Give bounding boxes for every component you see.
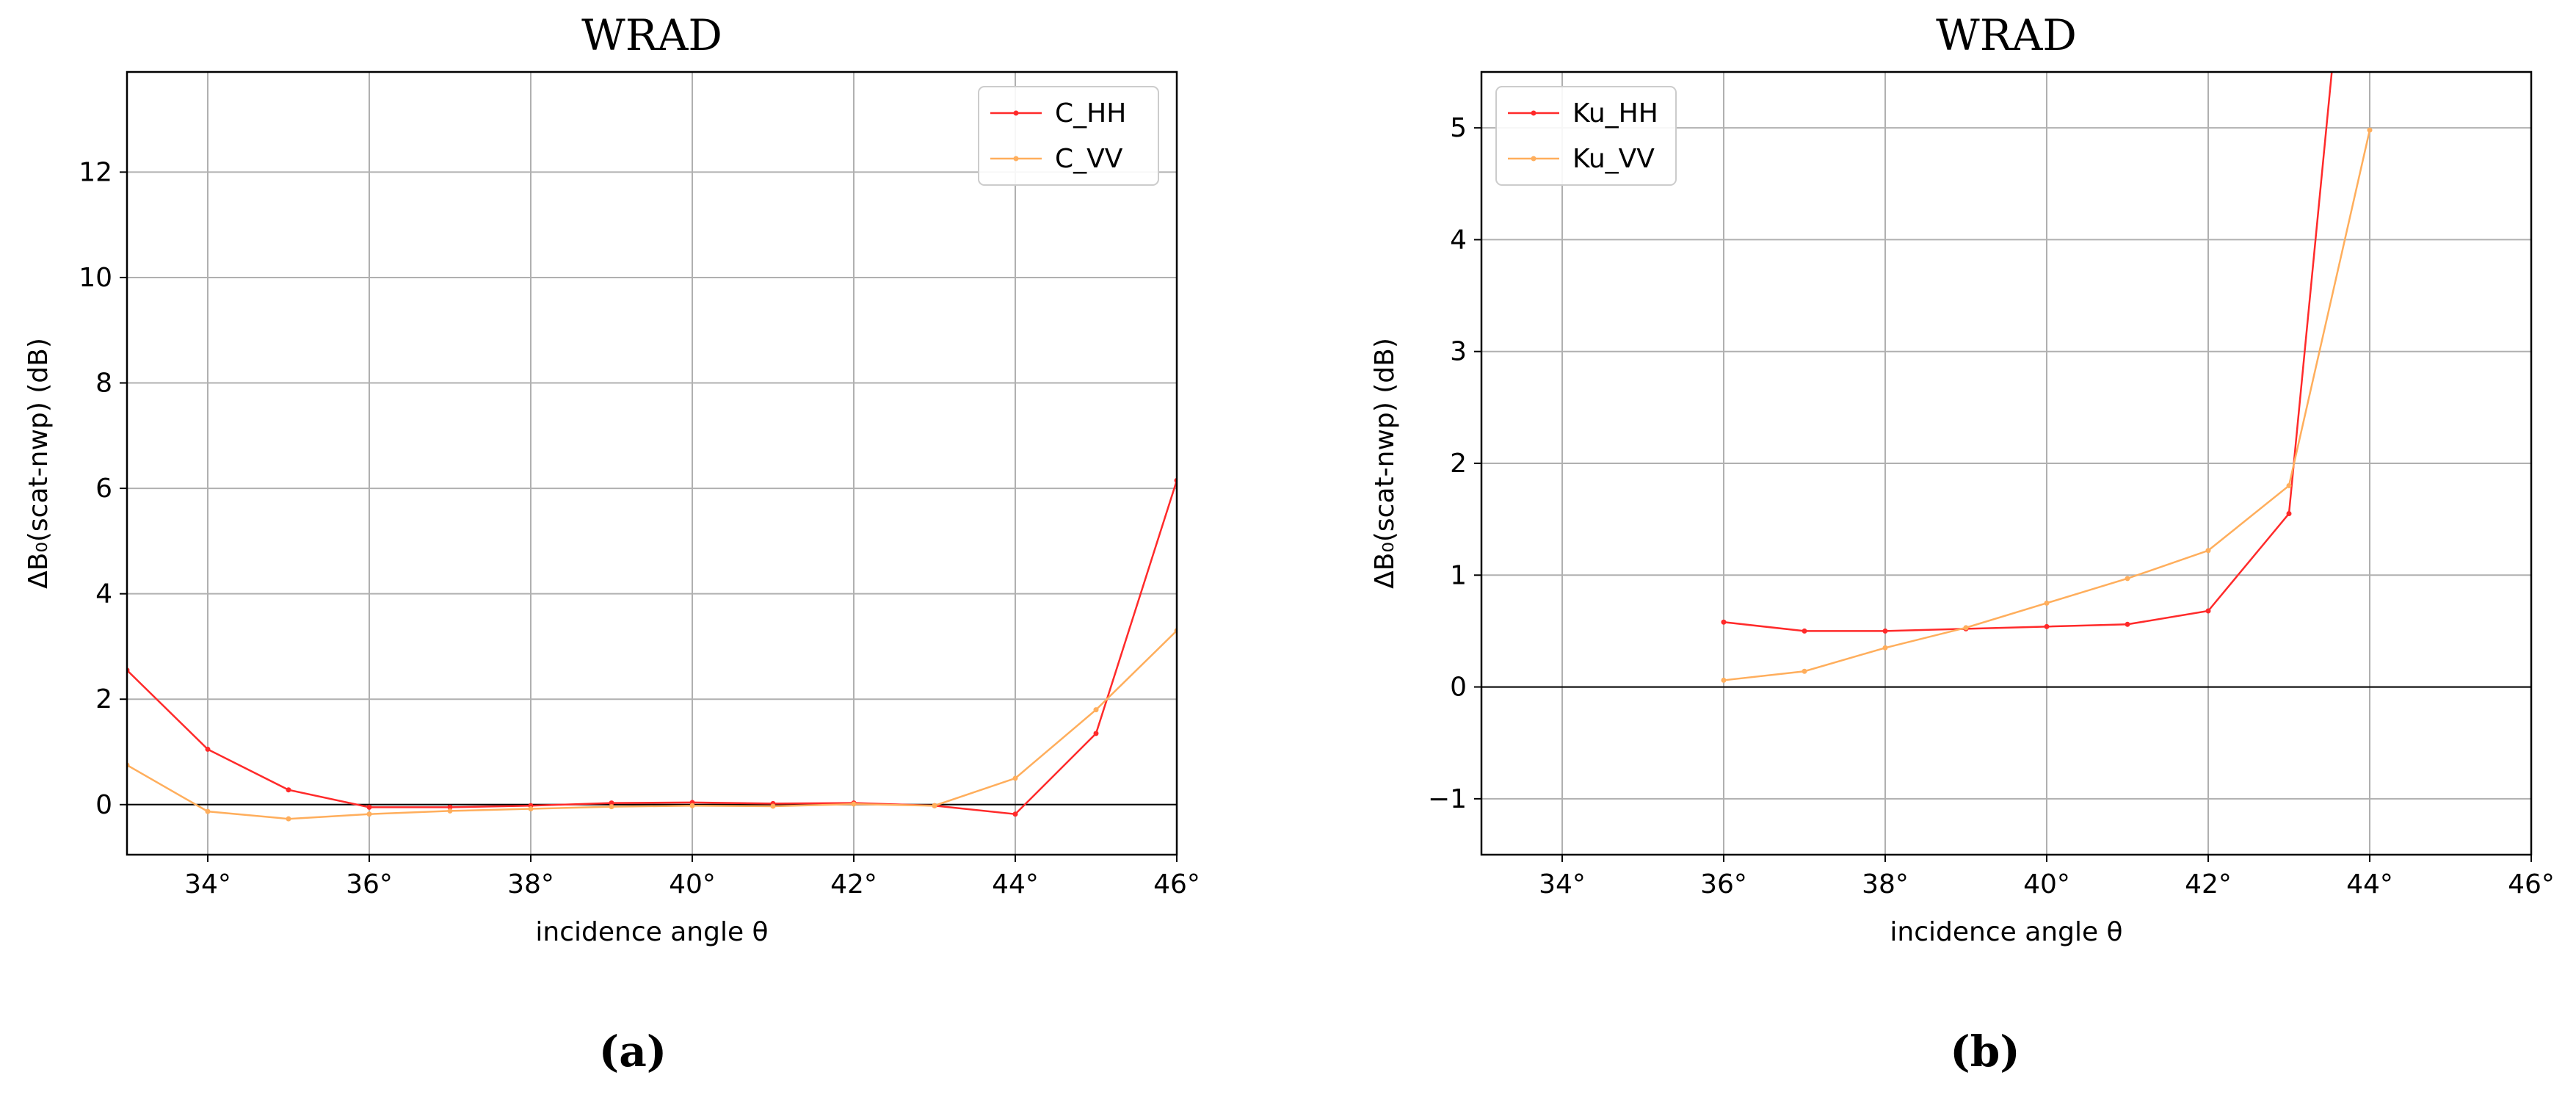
x-tick-label: 40° <box>669 869 716 899</box>
legend-b: Ku_HH Ku_VV <box>1495 86 1677 186</box>
data-point-c-vv <box>528 806 534 812</box>
y-tick-label: 3 <box>1450 337 1467 367</box>
legend-label: C_VV <box>1055 144 1123 174</box>
x-axis-label-b: incidence angle θ <box>1890 917 2122 947</box>
data-point-c-vv <box>770 803 776 809</box>
data-point-c-vv <box>1093 707 1099 713</box>
data-point-ku-hh <box>2125 621 2130 627</box>
legend-box <box>978 86 1159 186</box>
data-point-c-hh <box>1012 811 1018 817</box>
chart-title-a: WRAD <box>581 10 722 60</box>
x-tick-label: 38° <box>507 869 554 899</box>
data-point-ku-vv <box>1721 677 1727 683</box>
x-tick-label: 34° <box>184 869 231 899</box>
data-point-c-hh <box>286 787 291 793</box>
x-tick-label: 42° <box>2185 869 2232 899</box>
y-axis-label-a: ΔB₀(scat-nwp) (dB) <box>23 338 54 589</box>
data-point-c-hh <box>205 746 211 752</box>
series-layer-b <box>1721 72 2373 683</box>
data-point-ku-hh <box>1882 628 1888 634</box>
caption-b: (b) <box>1950 1027 2020 1076</box>
y-tick-label: 6 <box>95 474 112 504</box>
x-tick-label: 46° <box>1153 869 1200 899</box>
data-point-c-vv <box>205 808 211 814</box>
grid-b <box>1481 72 2532 855</box>
y-tick-label: 2 <box>1450 449 1467 479</box>
data-point-c-hh <box>609 800 614 806</box>
x-tick-label: 44° <box>2346 869 2393 899</box>
y-axis-ticks-a: 0 2 4 6 8 10 12 <box>79 157 127 820</box>
plot-frame-a <box>126 70 1178 856</box>
data-point-c-vv <box>932 803 937 808</box>
chart-panel-a: 34° 36° 38° 40° 42° 44° 46° 0 2 4 6 8 10 12 WRAD inc… <box>23 10 1200 1076</box>
legend-a: C_HH C_VV <box>978 86 1159 186</box>
legend-label: Ku_HH <box>1572 98 1658 128</box>
legend-marker <box>1013 156 1019 162</box>
y-tick-label: 8 <box>95 369 112 399</box>
x-tick-label: 46° <box>2508 869 2555 899</box>
data-point-ku-hh <box>1721 619 1727 625</box>
y-axis-label-b: ΔB₀(scat-nwp) (dB) <box>1370 338 1400 589</box>
legend-label: C_HH <box>1055 98 1126 128</box>
series-layer-a <box>127 477 1177 822</box>
x-tick-label: 36° <box>1700 869 1747 899</box>
data-point-ku-vv <box>2205 548 2211 554</box>
y-tick-label: 2 <box>95 684 112 714</box>
x-axis-label-a: incidence angle θ <box>535 917 768 947</box>
y-tick-label: 5 <box>1450 113 1467 143</box>
y-tick-label: 4 <box>95 579 112 609</box>
x-axis-ticks-a: 34° 36° 38° 40° 42° 44° 46° <box>184 855 1200 899</box>
data-point-ku-hh <box>2286 511 2292 517</box>
data-point-c-hh <box>447 804 453 810</box>
data-point-c-vv <box>851 801 857 807</box>
data-point-ku-vv <box>2286 482 2292 488</box>
series-line-c-vv <box>127 630 1177 820</box>
data-point-c-vv <box>366 811 372 817</box>
data-point-c-vv <box>1012 775 1018 781</box>
data-point-ku-vv <box>1963 625 1969 631</box>
x-tick-label: 38° <box>1862 869 1909 899</box>
y-tick-label: 10 <box>79 263 112 293</box>
legend-marker <box>1013 110 1019 116</box>
x-tick-label: 34° <box>1539 869 1586 899</box>
data-point-c-vv <box>609 804 614 810</box>
data-point-c-vv <box>286 816 291 822</box>
data-point-ku-hh <box>2044 623 2050 629</box>
legend-label: Ku_VV <box>1572 144 1655 174</box>
chart-title-b: WRAD <box>1936 10 2077 60</box>
data-point-c-hh <box>1093 731 1099 736</box>
caption-a: (a) <box>599 1027 667 1076</box>
y-tick-label: 1 <box>1450 560 1467 590</box>
data-point-ku-hh <box>1802 628 1807 634</box>
data-point-c-hh <box>366 804 372 810</box>
legend-box <box>1495 86 1677 186</box>
chart-panel-b: 34° 36° 38° 40° 42° 44° 46° −1 0 1 2 3 4 5 WRAD inci… <box>1370 10 2555 1076</box>
data-point-ku-vv <box>2367 127 2373 133</box>
legend-marker <box>1531 110 1536 116</box>
y-tick-label: 0 <box>95 790 112 820</box>
series-line-c-hh <box>127 479 1177 816</box>
y-tick-label: −1 <box>1428 784 1467 814</box>
x-tick-label: 44° <box>992 869 1039 899</box>
data-point-ku-vv <box>2125 576 2130 582</box>
y-tick-label: 12 <box>79 157 112 187</box>
y-axis-ticks-b: −1 0 1 2 3 4 5 <box>1428 113 1481 814</box>
grid-a <box>127 72 1178 855</box>
data-point-c-vv <box>689 803 695 808</box>
y-tick-label: 0 <box>1450 673 1467 703</box>
data-point-ku-vv <box>1802 668 1807 674</box>
data-point-c-vv <box>447 808 453 814</box>
x-tick-label: 42° <box>830 869 877 899</box>
x-tick-label: 36° <box>346 869 393 899</box>
x-tick-label: 40° <box>2023 869 2070 899</box>
legend-marker <box>1531 156 1536 162</box>
data-point-ku-vv <box>2044 600 2050 606</box>
data-point-ku-vv <box>1882 645 1888 651</box>
y-tick-label: 4 <box>1450 225 1467 255</box>
data-point-ku-hh <box>2205 608 2211 614</box>
x-axis-ticks-b: 34° 36° 38° 40° 42° 44° 46° <box>1539 855 2555 899</box>
